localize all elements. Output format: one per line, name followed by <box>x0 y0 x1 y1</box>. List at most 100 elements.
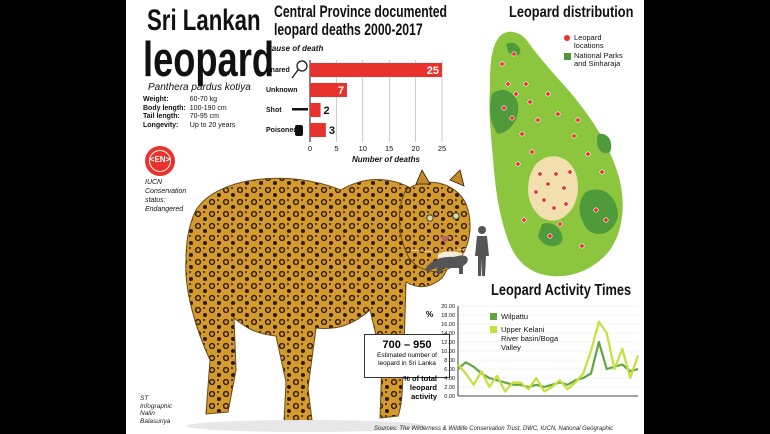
fact-row: Tail length: 70-95 cm <box>143 113 239 122</box>
activity-y-tick-label: 10.00 <box>441 349 455 355</box>
bar-x-tick-label: 15 <box>385 144 393 153</box>
activity-legend: Wilpattu Upper Kelani River basin/Boga V… <box>490 312 558 352</box>
iucn-badge-label: <EN> <box>149 155 171 164</box>
population-caption: Estimated number of leopard in Sri Lanka <box>365 352 449 368</box>
iucn-status-line: Endangered <box>145 206 184 213</box>
poison-bottle-icon <box>295 125 303 136</box>
kelani-swatch-icon <box>490 326 497 333</box>
sources-line: Sources: The Wilderness & Wildlife Conse… <box>374 426 614 432</box>
population-caption-line: Estimated number of <box>377 352 437 359</box>
park-area <box>506 42 521 56</box>
bar-category-label: Shot <box>266 107 282 114</box>
iucn-badge: <EN> <box>145 146 175 176</box>
bar <box>310 63 442 77</box>
bar-value-label: 7 <box>338 85 344 97</box>
activity-ylabel-top: % <box>426 310 434 319</box>
activity-y-tick-label: 0.00 <box>444 394 455 400</box>
leopard-location-dots <box>499 51 609 249</box>
iucn-status-line: IUCN <box>145 179 163 186</box>
red-dot-icon <box>564 35 570 41</box>
iucn-status-line: Conservation <box>145 188 187 195</box>
credit: ST Infographic Nalin Balasuriya <box>140 395 172 425</box>
population-callout: 700 – 950 Estimated number of leopard in… <box>364 334 450 378</box>
bar-x-tick-label: 5 <box>334 144 338 153</box>
bar <box>310 103 321 117</box>
bar <box>310 123 326 137</box>
activity-y-tick-label: 6.00 <box>444 367 455 373</box>
credit-line: ST <box>140 395 149 402</box>
legend-label-line: and Sinharaja <box>574 59 621 68</box>
fact-row: Weight: 60-70 kg <box>143 96 239 105</box>
title-line-1: Sri Lankan <box>147 4 261 37</box>
iucn-status-line: status: <box>145 197 166 204</box>
fact-row: Longevity: Up to 20 years <box>143 122 239 131</box>
population-range: 700 – 950 <box>382 339 432 351</box>
bar-x-tick-label: 25 <box>438 144 446 153</box>
bar-x-axis-label: Number of deaths <box>352 155 421 164</box>
bar-x-tick-label: 20 <box>411 144 419 153</box>
title-line-2: leopard <box>143 33 274 87</box>
legend-label-line: National Parks <box>574 51 623 60</box>
bar-category-label: Unknown <box>266 87 298 94</box>
fact-label: Tail length: <box>143 113 180 120</box>
legend-item-wilpattu: Wilpattu <box>490 312 558 321</box>
activity-ylabel-line: leopard <box>409 383 437 392</box>
fact-value: 100-190 cm <box>189 104 227 112</box>
snare-icon <box>296 60 308 72</box>
legend-item-leopard-locations: Leopard locations <box>563 34 623 50</box>
population-caption-line: leopard in Sri Lanka <box>378 360 436 367</box>
facts-table: Weight: 60-70 kg Body length: 100-190 cm T… <box>143 96 239 130</box>
activity-y-tick-label: 8.00 <box>444 358 455 364</box>
fact-value: 70-95 cm <box>189 113 219 120</box>
activity-y-tick-label: 14.00 <box>441 331 455 337</box>
fact-value: 60-70 kg <box>189 96 218 103</box>
legend-item-national-parks: National Parks and Sinharaja <box>563 52 623 68</box>
bar-category-axis-label: Cause of death <box>266 44 323 53</box>
bar-category-label: Snared <box>266 67 290 74</box>
legend-label-line: locations <box>574 41 604 50</box>
infographic-panel: Sri Lankan leopard Panthera pardus kotiy… <box>126 0 644 434</box>
legend-label-line: River basin/Boga <box>501 334 559 343</box>
bar-category-label: Poisoned <box>266 127 298 134</box>
fact-label: Weight: <box>143 96 169 103</box>
legend-label-line: Valley <box>501 343 521 352</box>
activity-y-tick-label: 4.00 <box>444 376 455 382</box>
activity-ylabel-line: % of total <box>403 374 437 383</box>
activity-chart-title: Leopard Activity Times <box>491 282 632 299</box>
fact-label: Body length: <box>143 104 186 112</box>
activity-y-tick-label: 18.00 <box>441 313 455 319</box>
wilpattu-swatch-icon <box>490 313 497 320</box>
bar-value-label: 3 <box>329 125 335 137</box>
activity-line-chart: 0.00 2.00 4.00 6.00 8.00 10.00 12.00 14.00 16.00… <box>441 304 640 400</box>
bar-chart-title-line: Central Province documented <box>274 3 448 21</box>
iucn-status: IUCN Conservation status: Endangered <box>145 178 186 214</box>
snare-icon-handle <box>291 69 299 79</box>
gun-icon <box>292 108 308 111</box>
fact-label: Longevity: <box>143 121 179 129</box>
activity-ylabel-line: activity <box>411 392 437 401</box>
bar-chart-title: Central Province documented leopard deat… <box>274 3 447 39</box>
activity-series-line <box>457 320 640 393</box>
green-square-icon <box>564 53 571 60</box>
size-comparison-silhouettes <box>425 226 489 276</box>
scientific-name: Panthera pardus kotiya <box>148 82 251 93</box>
activity-y-tick-label: 20.00 <box>441 304 455 310</box>
bar <box>310 83 347 97</box>
legend-label-line: Wilpattu <box>501 312 529 321</box>
activity-y-tick-label: 12.00 <box>441 340 455 346</box>
map-title: Leopard distribution <box>509 4 634 21</box>
park-area <box>596 133 612 154</box>
bar-x-tick-label: 0 <box>308 144 312 153</box>
park-area <box>579 189 618 234</box>
legend-label-line: Leopard <box>574 33 602 42</box>
legend-label-line: Upper Kelani <box>501 325 545 334</box>
activity-ylabel: % of total leopard activity <box>397 374 437 401</box>
activity-y-tick-label: 2.00 <box>444 385 455 391</box>
park-area <box>490 89 519 134</box>
activity-series-line <box>457 340 639 389</box>
distribution-map <box>489 31 623 277</box>
fact-value: Up to 20 years <box>189 121 236 129</box>
bar-chart-title-line: leopard deaths 2000-2017 <box>274 21 423 39</box>
bar-value-label: 2 <box>324 105 330 117</box>
deaths-bar-chart: Cause of death 0 5 10 15 20 25 Snared 25 Unknown 7… <box>266 44 446 164</box>
